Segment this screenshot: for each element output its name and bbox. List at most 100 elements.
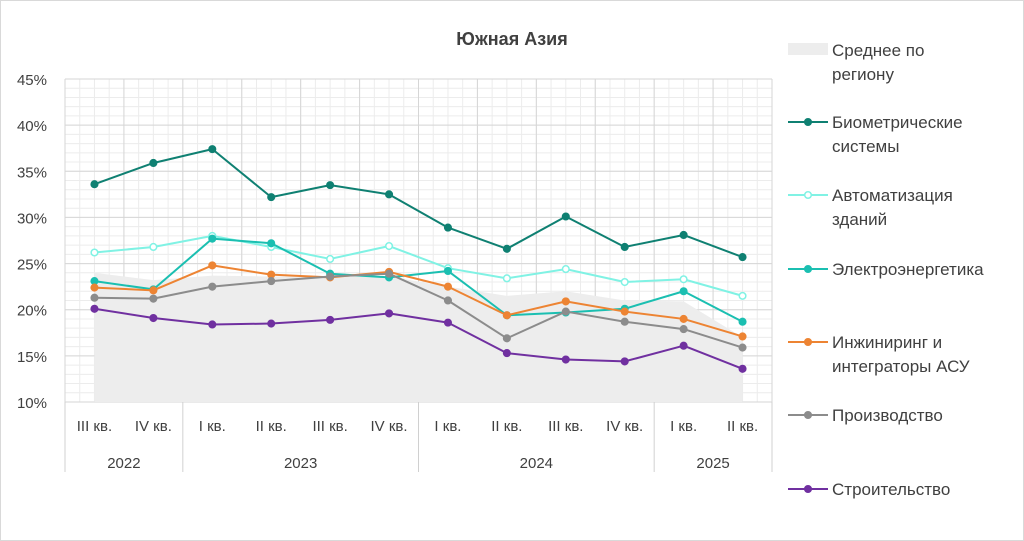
data-point (738, 291, 747, 300)
data-point (738, 364, 747, 373)
legend-swatch-marker (803, 190, 813, 200)
data-point (620, 307, 629, 316)
data-point (679, 230, 688, 240)
legend-item[interactable]: Биометрические системы (788, 113, 963, 156)
data-point (738, 332, 747, 341)
x-quarter-label: II кв. (727, 418, 758, 435)
data-point (208, 261, 217, 270)
legend-item[interactable]: Инжиниринг и интеграторы АСУ (788, 333, 970, 376)
data-point (620, 317, 629, 326)
legend-label: зданий (832, 210, 887, 229)
series-line (94, 264, 743, 338)
y-tick-label: 10% (17, 395, 47, 412)
data-point (738, 343, 747, 352)
data-point (561, 307, 570, 316)
y-tick-label: 30% (17, 210, 47, 227)
legend-label: Электроэнергетика (832, 260, 984, 279)
legend-item[interactable]: Производство (788, 406, 943, 425)
data-point (208, 234, 217, 243)
x-quarter-label: III кв. (77, 418, 112, 435)
data-point (738, 253, 747, 262)
series-line (94, 272, 743, 349)
average-area (94, 272, 743, 402)
y-tick-label: 25% (17, 257, 47, 274)
data-point (679, 275, 688, 284)
series-3 (90, 261, 747, 341)
series-0 (90, 145, 747, 262)
data-point (738, 317, 747, 326)
legend-swatch-marker (803, 484, 813, 494)
average-area-layer (94, 272, 743, 402)
x-year-label: 2024 (520, 455, 553, 472)
data-point (620, 277, 629, 287)
x-year-label: 2023 (284, 455, 317, 472)
data-point (620, 357, 629, 366)
data-point (443, 282, 453, 291)
data-point (149, 158, 158, 168)
legend: Среднее по региону Биометрические системы Ав… (788, 41, 984, 499)
y-tick-label: 35% (17, 164, 47, 181)
data-point (90, 293, 99, 302)
data-point (267, 270, 276, 279)
x-quarter-label: II кв. (491, 418, 522, 435)
data-point (502, 274, 511, 283)
legend-label: Автоматизация (832, 186, 953, 205)
y-tick-label: 15% (17, 349, 47, 366)
x-quarter-label: III кв. (548, 418, 583, 435)
data-point (208, 282, 217, 291)
data-point (502, 349, 511, 358)
data-point (502, 244, 511, 253)
data-point (149, 286, 158, 295)
data-point (502, 334, 511, 343)
data-point (679, 314, 688, 323)
legend-swatch-area (788, 43, 828, 55)
data-point (561, 212, 570, 221)
series-line (94, 234, 743, 297)
legend-item[interactable]: Автоматизация зданий (788, 186, 953, 229)
data-point (90, 283, 99, 292)
x-quarter-label: IV кв. (135, 418, 172, 435)
x-quarter-label: IV кв. (371, 418, 408, 435)
legend-item[interactable]: Электроэнергетика (788, 260, 984, 279)
data-point (561, 297, 570, 306)
legend-swatch-marker (803, 117, 813, 127)
data-point (443, 266, 453, 276)
legend-label: Инжиниринг и (832, 333, 942, 352)
legend-label: Производство (832, 406, 943, 425)
axes: 10% 15% 20% 25% 30% 35% 40% 45% III кв. IV кв. I к… (17, 72, 773, 472)
legend-label: Биометрические (832, 113, 963, 132)
x-quarter-label: I кв. (670, 418, 697, 435)
data-point (679, 287, 688, 296)
data-point (679, 341, 688, 350)
legend-item[interactable]: Строительство (788, 480, 950, 499)
data-point (443, 318, 453, 327)
data-point (384, 241, 394, 251)
x-quarter-label: IV кв. (606, 418, 643, 435)
data-point (384, 190, 394, 199)
legend-label: системы (832, 137, 899, 156)
data-point (443, 296, 453, 305)
data-point (384, 309, 394, 318)
data-point (208, 145, 217, 154)
legend-item[interactable]: Среднее по региону (788, 41, 924, 84)
legend-swatch-marker (803, 337, 813, 347)
legend-label: интеграторы АСУ (832, 357, 970, 376)
data-point (208, 320, 217, 329)
series-5 (90, 304, 747, 373)
x-quarter-label: I кв. (199, 418, 226, 435)
data-point (326, 272, 335, 281)
data-point (149, 242, 158, 252)
data-point (620, 242, 629, 252)
chart-title: Южная Азия (456, 29, 567, 49)
data-point (90, 180, 99, 189)
y-tick-label: 40% (17, 118, 47, 135)
legend-swatch-marker (803, 264, 813, 274)
data-point (267, 239, 276, 248)
series-layer (90, 145, 747, 373)
series-line (94, 148, 743, 259)
data-point (384, 269, 394, 278)
data-point (561, 265, 570, 274)
x-quarter-label: II кв. (256, 418, 287, 435)
data-point (502, 311, 511, 320)
data-point (267, 319, 276, 328)
